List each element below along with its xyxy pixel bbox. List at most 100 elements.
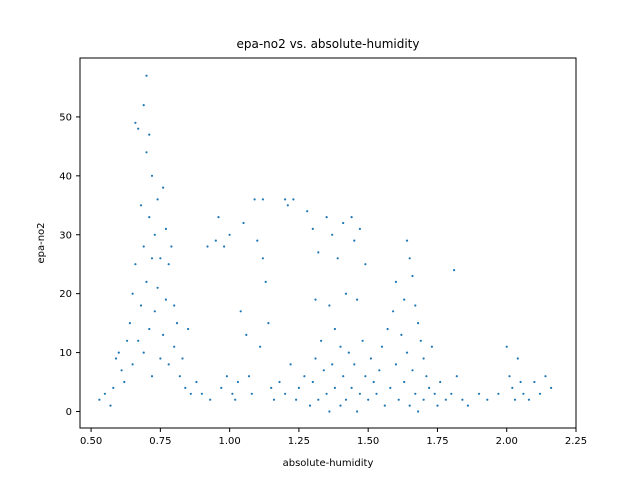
data-point [220,386,223,389]
data-point [145,280,148,283]
data-point [261,257,264,260]
data-point [389,386,392,389]
data-point [250,392,253,395]
data-point [342,375,345,378]
data-point [353,239,356,242]
data-point [162,186,165,189]
data-point [397,398,400,401]
data-point [461,398,464,401]
data-point [453,269,456,272]
data-point [414,392,417,395]
data-point [353,363,356,366]
data-point [112,386,115,389]
data-points [98,74,553,413]
data-point [103,392,106,395]
data-point [259,345,262,348]
data-point [153,310,156,313]
x-tick-label: 0.50 [80,436,102,447]
data-point [408,257,411,260]
x-tick-label: 2.25 [565,436,587,447]
data-point [369,357,372,360]
data-point [150,174,154,177]
data-point [522,392,525,395]
data-point [236,380,239,384]
data-point [145,151,148,154]
data-point [358,392,361,395]
data-point [303,375,306,378]
data-point [173,304,176,307]
data-point [422,357,425,360]
data-point [292,198,295,201]
data-point [247,375,251,378]
data-point [261,198,264,201]
data-point [272,398,276,401]
data-point [181,357,184,360]
data-point [544,375,547,378]
data-point [128,322,131,325]
data-point [142,104,145,107]
data-point [497,392,500,395]
data-point [417,410,420,413]
data-point [195,380,198,384]
data-point [206,245,209,248]
data-point [364,263,367,266]
data-point [325,392,328,395]
data-point [394,363,397,366]
data-point [439,380,442,384]
data-point [375,392,378,395]
data-point [519,380,522,384]
chart-title: epa-no2 vs. absolute-humidity [237,37,420,51]
data-point [184,386,187,389]
x-tick-label: 1.00 [218,436,240,447]
data-point [361,339,364,342]
data-point [403,298,406,301]
data-point [286,204,289,207]
data-point [150,257,154,260]
data-point [411,369,414,372]
data-point [134,121,137,124]
data-point [214,239,217,242]
x-tick-label: 0.75 [149,436,171,447]
data-point [425,375,428,378]
data-point [325,216,328,219]
y-axis-label: epa-no2 [36,222,47,263]
data-point [477,392,481,395]
data-point [175,322,179,325]
data-point [508,375,511,378]
data-point [331,233,334,236]
data-point [516,357,519,360]
data-point [223,245,226,248]
data-point [253,198,256,201]
data-point [131,363,134,366]
data-point [200,392,203,395]
data-point [433,392,436,395]
data-point [328,304,331,307]
x-axis-label: absolute-humidity [283,458,374,469]
data-point [145,74,148,77]
data-point [320,339,323,342]
data-point [234,398,237,401]
data-point [331,363,334,366]
data-point [344,398,348,401]
data-point [317,398,320,401]
data-point [225,375,228,378]
data-point [270,386,273,389]
data-point [339,404,342,407]
data-point [306,210,309,213]
data-point [297,386,300,389]
data-point [350,216,353,219]
data-point [164,298,167,301]
data-point [139,304,143,307]
data-point [513,398,517,401]
data-point [189,392,192,395]
data-point [380,345,384,348]
data-point [408,404,411,407]
data-point [167,263,170,266]
data-point [159,357,162,360]
data-point [278,380,281,384]
data-point [417,322,420,325]
data-point [317,251,320,254]
data-point [356,410,359,413]
data-point [209,398,212,401]
data-point [131,292,134,295]
